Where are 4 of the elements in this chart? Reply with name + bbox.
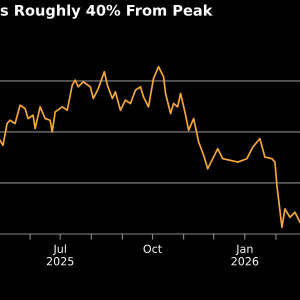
x-tick-label: Jul 2025 xyxy=(46,244,74,266)
chart-title: s Roughly 40% From Peak xyxy=(0,4,213,19)
x-tick-label: Oct xyxy=(144,244,162,254)
x-tick-label: Jan 2026 xyxy=(231,244,258,266)
